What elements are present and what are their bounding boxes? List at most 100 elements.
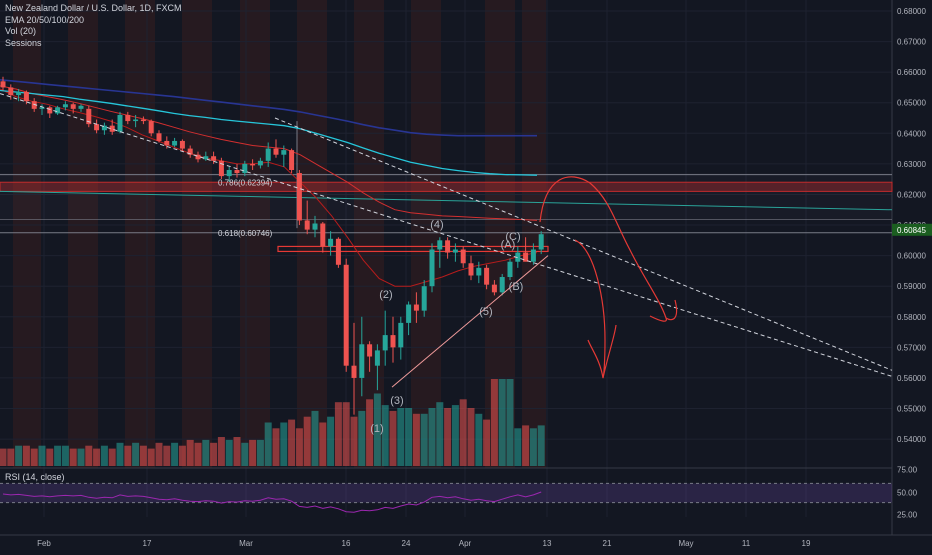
- candle-body: [421, 286, 427, 311]
- candle: [109, 119, 115, 135]
- candle: [484, 264, 490, 290]
- volume-bar: [537, 425, 545, 466]
- volume-bar: [217, 437, 225, 466]
- candle-body: [390, 335, 396, 348]
- candle-body: [460, 249, 466, 264]
- candle-body: [55, 107, 61, 114]
- candle-body: [47, 107, 53, 114]
- candle: [359, 316, 365, 397]
- candle: [195, 151, 201, 163]
- candle-body: [374, 350, 380, 366]
- volume-bar: [373, 393, 381, 466]
- candle-body: [156, 133, 162, 141]
- candle-body: [468, 263, 474, 276]
- candle-body: [0, 81, 6, 88]
- session-shade: [182, 0, 212, 468]
- volume-bar: [381, 405, 389, 466]
- volume-bar: [171, 442, 179, 466]
- rsi-line: [2, 491, 542, 513]
- volume-bar: [459, 399, 467, 466]
- volume-bar: [116, 442, 124, 466]
- candle: [179, 139, 185, 152]
- volume-bar: [69, 448, 77, 466]
- volume-bar: [319, 422, 327, 466]
- volume-bar: [225, 439, 233, 466]
- volume-bar: [139, 445, 147, 466]
- candle: [23, 90, 29, 105]
- time-tick-label: 21: [603, 539, 612, 548]
- volume-bar: [155, 442, 163, 466]
- candle: [398, 316, 404, 360]
- price-tick-label: 0.66000: [897, 68, 926, 77]
- rsi-tick-label: 50.00: [897, 489, 918, 498]
- candle-body: [203, 156, 209, 160]
- volume-bar: [108, 448, 116, 466]
- legend-panel: New Zealand Dollar / U.S. Dollar, 1D, FX…: [5, 3, 182, 49]
- price-tick-label: 0.58000: [897, 313, 926, 322]
- ema-extension-line: [0, 190, 893, 211]
- volume-bar: [54, 445, 62, 466]
- price-tick-label: 0.63000: [897, 160, 926, 169]
- candle-body: [359, 344, 365, 378]
- wave-label-b: (B): [509, 281, 524, 293]
- candle-body: [398, 322, 404, 348]
- volume-bar: [93, 448, 101, 466]
- candle: [273, 139, 279, 158]
- fib-786-label: 0.786(0.62394): [218, 178, 273, 187]
- rsi-indicator-label[interactable]: RSI (14, close): [5, 472, 65, 482]
- wave-label-a: (A): [501, 239, 516, 251]
- wave-channel-line: [391, 255, 549, 388]
- candle: [187, 145, 193, 158]
- symbol-title[interactable]: New Zealand Dollar / U.S. Dollar, 1D, FX…: [5, 3, 182, 13]
- candle-body: [78, 105, 84, 109]
- volume-indicator-label[interactable]: Vol (20): [5, 26, 37, 36]
- sessions-indicator-label[interactable]: Sessions: [5, 37, 42, 48]
- candle: [16, 88, 22, 102]
- time-tick-label: 24: [402, 539, 411, 548]
- candle: [218, 157, 224, 180]
- price-tick-label: 0.65000: [897, 99, 926, 108]
- candle-body: [164, 140, 170, 146]
- volume-bar: [498, 379, 506, 466]
- time-tick-label: Feb: [37, 539, 51, 548]
- volume-bar: [334, 402, 342, 466]
- volume-bar: [529, 428, 537, 466]
- volume-bar: [467, 408, 475, 466]
- volume-bar: [163, 445, 171, 466]
- candle: [226, 166, 232, 183]
- volume-bar: [366, 399, 374, 466]
- candle: [281, 145, 287, 167]
- trendline-upper: [274, 117, 893, 371]
- candle-body: [289, 150, 295, 170]
- candle: [234, 163, 240, 178]
- ema100-line: [0, 89, 538, 176]
- wave-label-c: (C): [505, 231, 520, 243]
- volume-bar: [389, 410, 397, 466]
- candle: [250, 159, 256, 170]
- volume-bar: [397, 408, 405, 466]
- wave-label-1: (1): [370, 423, 383, 435]
- volume-bar: [194, 442, 202, 466]
- candle-body: [429, 249, 435, 287]
- volume-bar: [46, 448, 54, 466]
- price-tick-label: 0.60000: [897, 252, 926, 261]
- time-tick-label: May: [678, 539, 693, 548]
- candle: [406, 301, 412, 336]
- candle-body: [304, 220, 310, 230]
- candle-body: [351, 365, 357, 378]
- candle: [374, 344, 380, 391]
- ema-indicator-label[interactable]: EMA 20/50/100/200: [5, 14, 85, 25]
- volume-bar: [132, 442, 140, 466]
- candle: [437, 237, 443, 268]
- candle-body: [148, 121, 154, 134]
- candle-body: [530, 249, 536, 262]
- candle-body: [491, 284, 497, 293]
- candle: [523, 237, 529, 262]
- price-tick-label: 0.62000: [897, 190, 926, 199]
- time-tick-label: 19: [802, 539, 811, 548]
- candle-body: [312, 223, 318, 230]
- candle-body: [179, 140, 185, 149]
- resistance-zone: [0, 181, 893, 192]
